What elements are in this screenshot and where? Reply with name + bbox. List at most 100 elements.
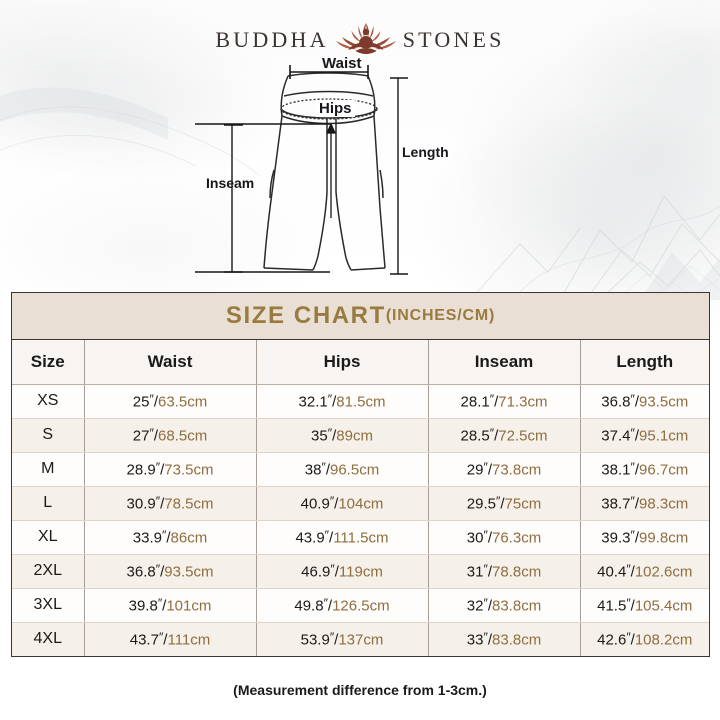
- column-header-length: Length: [580, 340, 709, 385]
- value-centimeters: 119cm: [338, 563, 383, 581]
- cell-inseam: 29″/73.8cm: [428, 452, 581, 487]
- value-centimeters: 137cm: [338, 631, 384, 649]
- cell-hips: 40.9″/104cm: [256, 486, 429, 521]
- cell-inseam: 28.1″/71.3cm: [428, 384, 581, 419]
- value-separator: /: [327, 597, 333, 615]
- value-inches: 31: [466, 563, 484, 581]
- value-centimeters: 101cm: [166, 597, 212, 615]
- value-separator: /: [334, 563, 339, 581]
- value-separator: /: [329, 529, 334, 547]
- value-separator: /: [487, 563, 492, 581]
- inch-symbol: ″: [489, 425, 495, 440]
- value-inches: 27: [132, 427, 150, 445]
- cell-hips: 35″/89cm: [256, 418, 429, 453]
- value-separator: /: [634, 427, 640, 445]
- value-separator: /: [166, 529, 171, 547]
- value-centimeters: 71.3cm: [498, 393, 548, 411]
- inch-symbol: ″: [324, 527, 330, 542]
- value-inches: 35: [311, 427, 328, 445]
- inch-symbol: ″: [327, 391, 333, 406]
- inch-symbol: ″: [157, 595, 163, 610]
- cell-length: 36.8″/93.5cm: [580, 384, 709, 419]
- inch-symbol: ″: [155, 561, 161, 576]
- value-centimeters: 111.5cm: [333, 529, 389, 547]
- column-header-waist: Waist: [84, 340, 257, 385]
- inch-symbol: ″: [323, 595, 328, 610]
- value-inches: 28.9: [126, 461, 156, 479]
- value-separator: /: [630, 563, 635, 581]
- value-separator: /: [160, 563, 165, 581]
- value-centimeters: 89cm: [336, 427, 373, 445]
- value-centimeters: 68.5cm: [158, 427, 208, 445]
- inch-symbol: ″: [161, 527, 167, 542]
- inch-symbol: ″: [483, 595, 488, 610]
- cell-hips: 49.8″/126.5cm: [256, 588, 429, 623]
- column-header-inseam: Inseam: [428, 340, 581, 385]
- column-header-size: Size: [12, 340, 85, 385]
- cell-length: 41.5″/105.4cm: [580, 588, 709, 623]
- cell-waist: 36.8″/93.5cm: [84, 554, 257, 589]
- cell-length: 42.6″/108.2cm: [580, 622, 709, 656]
- value-centimeters: 83.8cm: [492, 597, 542, 615]
- table-row: M 28.9″/73.5cm 38″/96.5cm 29″/73.8cm 38.1″/9…: [12, 452, 709, 487]
- value-separator: /: [487, 461, 492, 479]
- value-centimeters: 104cm: [338, 495, 384, 513]
- cell-waist: 30.9″/78.5cm: [84, 486, 257, 521]
- brand-logo: BUDDHA STONES: [0, 16, 720, 64]
- value-inches: 49.8: [294, 597, 324, 615]
- value-separator: /: [630, 597, 635, 615]
- inch-symbol: ″: [626, 595, 631, 610]
- value-separator: /: [325, 461, 330, 479]
- cell-waist: 27″/68.5cm: [84, 418, 257, 453]
- value-inches: 41.5: [597, 597, 627, 615]
- value-centimeters: 99.8cm: [639, 529, 689, 547]
- value-centimeters: 96.5cm: [330, 461, 380, 479]
- value-inches: 33.9: [132, 529, 162, 547]
- cell-hips: 32.1″/81.5cm: [256, 384, 429, 419]
- value-centimeters: 105.4cm: [634, 597, 693, 615]
- inch-symbol: ″: [329, 493, 335, 508]
- cell-length: 37.4″/95.1cm: [580, 418, 709, 453]
- value-inches: 29.5: [466, 495, 496, 513]
- value-separator: /: [500, 495, 505, 513]
- value-separator: /: [487, 529, 492, 547]
- value-separator: /: [494, 393, 499, 411]
- cell-hips: 38″/96.5cm: [256, 452, 429, 487]
- value-centimeters: 72.5cm: [498, 427, 548, 445]
- inch-symbol: ″: [630, 391, 635, 406]
- cell-inseam: 31″/78.8cm: [428, 554, 581, 589]
- inch-symbol: ″: [630, 425, 635, 440]
- diagram-label-waist: Waist: [322, 55, 362, 72]
- value-inches: 53.9: [300, 631, 330, 649]
- cell-length: 39.3″/99.8cm: [580, 520, 709, 555]
- value-centimeters: 76.3cm: [492, 529, 542, 547]
- cell-size: S: [12, 418, 85, 453]
- value-centimeters: 98.3cm: [639, 495, 689, 513]
- diagram-label-inseam: Inseam: [206, 175, 255, 191]
- value-separator: /: [494, 427, 499, 445]
- value-inches: 33: [466, 631, 484, 649]
- table-row: L 30.9″/78.5cm 40.9″/104cm 29.5″/75cm 38.7″/…: [12, 486, 709, 521]
- value-inches: 40.9: [300, 495, 330, 513]
- cell-waist: 43.7″/111cm: [84, 622, 257, 656]
- value-separator: /: [487, 597, 492, 615]
- value-separator: /: [630, 631, 635, 649]
- table-row: XS 25″/63.5cm 32.1″/81.5cm 28.1″/71.3cm 36.8…: [12, 384, 709, 419]
- value-inches: 28.1: [460, 393, 490, 411]
- value-separator: /: [153, 393, 158, 411]
- value-separator: /: [334, 631, 339, 649]
- inch-symbol: ″: [489, 391, 495, 406]
- value-centimeters: 78.8cm: [492, 563, 542, 581]
- size-chart-title: SIZE CHART (INCHES/CM): [12, 293, 709, 340]
- cell-waist: 28.9″/73.5cm: [84, 452, 257, 487]
- inch-symbol: ″: [149, 391, 154, 406]
- cell-hips: 46.9″/119cm: [256, 554, 429, 589]
- value-inches: 38: [304, 461, 322, 479]
- table-header-row: Size Waist Hips Inseam Length: [12, 340, 709, 385]
- value-centimeters: 78.5cm: [164, 495, 214, 513]
- inch-symbol: ″: [630, 493, 635, 508]
- value-inches: 43.9: [295, 529, 325, 547]
- value-inches: 40.4: [597, 563, 627, 581]
- value-separator: /: [153, 427, 158, 445]
- cell-size: L: [12, 486, 85, 521]
